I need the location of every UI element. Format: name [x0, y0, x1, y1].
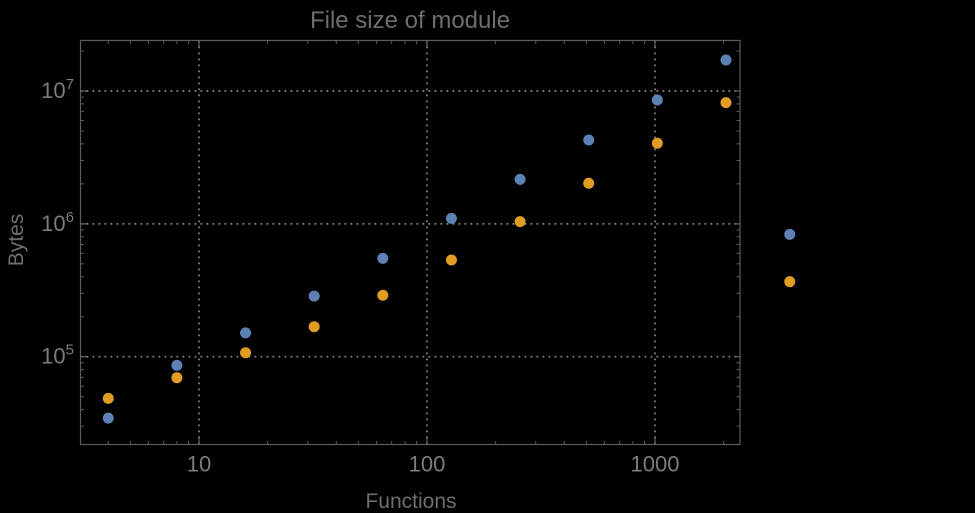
point-blue-3900 [784, 228, 796, 240]
point-blue-16 [240, 327, 252, 339]
plot-frame [79, 39, 741, 446]
point-blue-256 [514, 173, 526, 185]
x-tick-labels: 10 100 1000 [187, 452, 680, 477]
point-blue-32 [308, 290, 320, 302]
series-blue [102, 54, 796, 424]
point-blue-512 [583, 134, 595, 146]
series-orange [102, 97, 796, 404]
y-axis-label: Bytes [5, 214, 28, 267]
point-orange-2048 [720, 97, 732, 109]
y-tick-labels: 105 106 107 [41, 76, 74, 369]
y-tick-label-1e7: 107 [41, 76, 74, 103]
point-orange-64 [377, 289, 389, 301]
point-orange-8 [171, 372, 183, 384]
y-tick-label-1e6: 106 [41, 209, 74, 236]
point-blue-1024 [651, 94, 663, 106]
point-orange-256 [514, 216, 526, 228]
point-orange-4 [102, 392, 114, 404]
x-tick-label-1000: 1000 [631, 452, 680, 477]
data-points [102, 54, 796, 424]
point-orange-1024 [651, 137, 663, 149]
point-orange-32 [308, 321, 320, 333]
point-blue-128 [445, 212, 457, 224]
point-orange-3900 [784, 276, 796, 288]
axis-ticks [80, 40, 740, 445]
x-tick-label-10: 10 [187, 452, 211, 477]
point-blue-2048 [720, 54, 732, 66]
x-axis-label: Functions [365, 490, 456, 513]
chart-title: File size of module [310, 7, 510, 34]
point-orange-512 [583, 177, 595, 189]
point-orange-16 [240, 347, 252, 359]
point-blue-8 [171, 359, 183, 371]
point-orange-128 [445, 254, 457, 266]
gridlines [80, 40, 740, 445]
point-blue-64 [377, 252, 389, 264]
point-blue-4 [102, 412, 114, 424]
x-tick-label-100: 100 [409, 452, 446, 477]
y-tick-label-1e5: 105 [41, 342, 74, 369]
